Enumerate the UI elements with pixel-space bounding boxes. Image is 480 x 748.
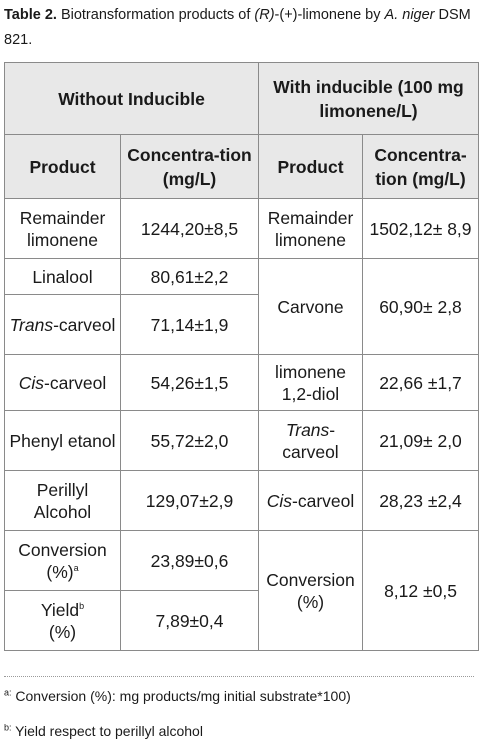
product-cell: Remainder limonene	[4, 198, 121, 259]
footnote-mark: b	[79, 600, 85, 611]
value-cell: 21,09± 2,0	[361, 410, 480, 471]
caption-label: Table 2.	[4, 7, 57, 23]
caption-organism: A. niger	[384, 7, 435, 23]
value-cell: 60,90± 2,8	[361, 258, 480, 355]
product-cell: Yieldb (%)	[4, 590, 121, 651]
table-row: Trans-carveol 71,14±1,9	[4, 294, 479, 355]
table-row: Conversion (%)a 23,89±0,6 Conversion (%)…	[4, 530, 480, 651]
col-header-concentration-right: Concentra-tion (mg/L)	[361, 134, 480, 199]
product-cell: Phenyl etanol	[4, 410, 121, 471]
col-header-product-right: Product	[258, 134, 363, 199]
value-cell: 1502,12± 8,9	[361, 198, 480, 259]
value-cell: 54,26±1,5	[120, 354, 259, 411]
table-row: Perillyl Alcohol 129,07±2,9 Cis-carveol …	[4, 470, 480, 531]
product-cell: Conversion (%)	[258, 530, 363, 651]
group-header-without: Without Inducible	[4, 62, 259, 135]
table-row: Cis-carveol 54,26±1,5 limonene 1,2-diol …	[4, 354, 480, 411]
caption-text-2: -(+)-limonene by	[274, 7, 385, 23]
product-cell: Remainder limonene	[258, 198, 363, 259]
product-rest: -carveol	[53, 314, 116, 335]
product-italic-prefix: Cis	[266, 490, 293, 511]
footnote-text: Yield respect to perillyl alcohol	[11, 723, 203, 739]
product-unit: (%)	[48, 621, 77, 642]
product-label: Conversion (%)	[18, 539, 107, 582]
product-label: Yield	[40, 599, 80, 620]
product-cell: limonene 1,2-diol	[258, 354, 363, 411]
value-cell: 71,14±1,9	[120, 294, 259, 355]
footnote-mark: a:	[4, 687, 12, 698]
value-cell: 8,12 ±0,5	[361, 530, 480, 651]
product-rest: -carveol	[292, 490, 355, 511]
table-row: Linalool 80,61±2,2 Carvone 60,90± 2,8	[4, 258, 480, 355]
biotransformation-table: Without Inducible With inducible (100 mg…	[4, 62, 480, 651]
col-header-product-left: Product	[4, 134, 121, 199]
caption-stereo: (R)	[254, 7, 275, 23]
product-cell: Conversion (%)a	[4, 530, 121, 591]
value-cell: 23,89±0,6	[120, 530, 259, 591]
footnote-b: b: Yield respect to perillyl alcohol	[4, 723, 474, 739]
product-cell: Carvone	[258, 258, 363, 355]
product-cell: Trans-carveol	[4, 294, 121, 355]
value-cell: 1244,20±8,5	[120, 198, 259, 259]
table-caption: Table 2. Biotransformation products of (…	[4, 3, 474, 53]
group-header-row: Without Inducible With inducible (100 mg…	[4, 62, 480, 135]
value-cell: 28,23 ±2,4	[361, 470, 480, 531]
col-header-concentration-left: Concentra-tion (mg/L)	[120, 134, 259, 199]
product-italic-prefix: Trans	[285, 419, 330, 440]
product-italic-prefix: Cis	[18, 372, 45, 393]
table-row: Phenyl etanol 55,72±2,0 Trans-carveol 21…	[4, 410, 480, 471]
product-cell: Cis-carveol	[4, 354, 121, 411]
value-cell: 55,72±2,0	[120, 410, 259, 471]
group-header-with: With inducible (100 mg limonene/L)	[257, 62, 480, 135]
footnote-text: Conversion (%): mg products/mg initial s…	[11, 688, 351, 704]
product-rest: -carveol	[282, 419, 339, 462]
product-cell: Perillyl Alcohol	[4, 470, 121, 531]
value-cell: 22,66 ±1,7	[361, 354, 480, 411]
footnote-mark: b:	[4, 722, 12, 733]
product-italic-prefix: Trans	[9, 314, 54, 335]
column-header-row: Product Concentra-tion (mg/L) Product Co…	[4, 134, 480, 199]
caption-strain: DSM 821.	[4, 7, 471, 48]
value-cell: 7,89±0,4	[120, 590, 259, 651]
product-cell: Cis-carveol	[258, 470, 363, 531]
product-cell: Trans-carveol	[258, 410, 363, 471]
caption-text: Biotransformation products of	[56, 7, 255, 23]
footnote-a: a: Conversion (%): mg products/mg initia…	[4, 688, 474, 704]
product-cell: Linalool	[4, 258, 121, 295]
footnote-mark: a	[73, 562, 79, 573]
footnote-divider	[4, 676, 474, 677]
value-cell: 129,07±2,9	[120, 470, 259, 531]
value-cell: 80,61±2,2	[120, 258, 259, 295]
table-row: Remainder limonene 1244,20±8,5 Remainder…	[4, 198, 480, 259]
product-rest: -carveol	[44, 372, 107, 393]
table-row: Yieldb (%) 7,89±0,4	[4, 590, 479, 651]
